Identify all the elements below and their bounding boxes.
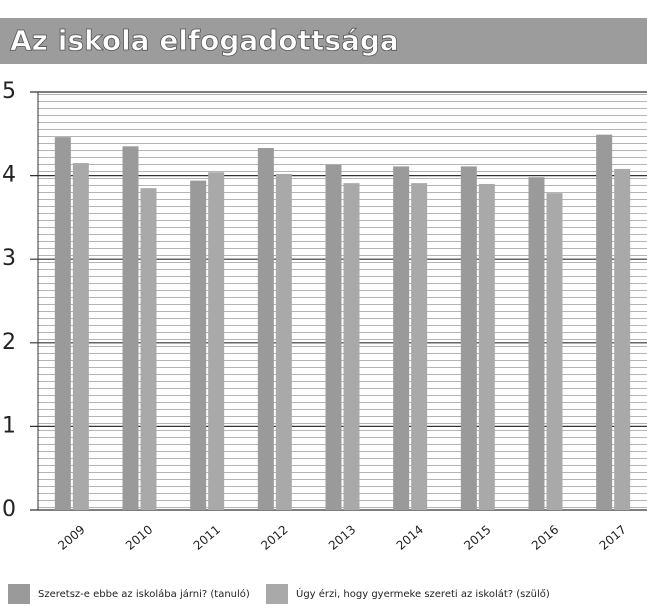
title-banner — [0, 18, 647, 64]
bar — [190, 180, 207, 510]
x-tick-label: 2010 — [123, 522, 155, 552]
bar — [122, 146, 139, 510]
bar — [546, 193, 563, 510]
bar — [72, 163, 89, 510]
x-tick-label: 2016 — [529, 522, 561, 552]
x-tick-label: 2015 — [461, 522, 493, 552]
x-tick-label: 2017 — [597, 522, 629, 552]
bar — [140, 188, 157, 510]
y-tick-label: 0 — [2, 497, 16, 522]
y-tick-label: 1 — [2, 413, 16, 438]
bar — [596, 134, 613, 511]
x-tick-label: 2014 — [394, 522, 426, 552]
y-tick-label: 3 — [2, 246, 16, 271]
bar — [614, 168, 631, 511]
bar — [528, 177, 545, 510]
bar — [411, 183, 428, 510]
x-tick-label: 2011 — [191, 522, 223, 552]
bar — [393, 166, 410, 511]
chart-title: Az iskola elfogadottsága — [10, 24, 399, 57]
legend-swatch — [8, 584, 30, 604]
x-tick-label: 2012 — [258, 522, 290, 552]
legend-label: Szeretsz-e ebbe az iskolába járni? (tanu… — [38, 588, 250, 600]
bar — [275, 173, 292, 511]
bar — [478, 183, 495, 510]
legend-label: Úgy érzi, hogy gyermeke szereti az iskol… — [296, 587, 550, 600]
y-tick-label: 4 — [2, 163, 16, 188]
x-tick-label: 2009 — [55, 522, 87, 552]
bar — [54, 137, 71, 511]
y-tick-label: 2 — [2, 330, 16, 355]
bar — [343, 183, 360, 510]
x-tick-label: 2013 — [326, 522, 358, 552]
plot-hatching — [38, 92, 647, 510]
legend-swatch — [266, 584, 288, 604]
bar — [460, 166, 477, 511]
bar — [257, 148, 274, 510]
y-tick-label: 5 — [2, 79, 16, 104]
bar — [208, 172, 225, 511]
bar — [325, 164, 342, 510]
